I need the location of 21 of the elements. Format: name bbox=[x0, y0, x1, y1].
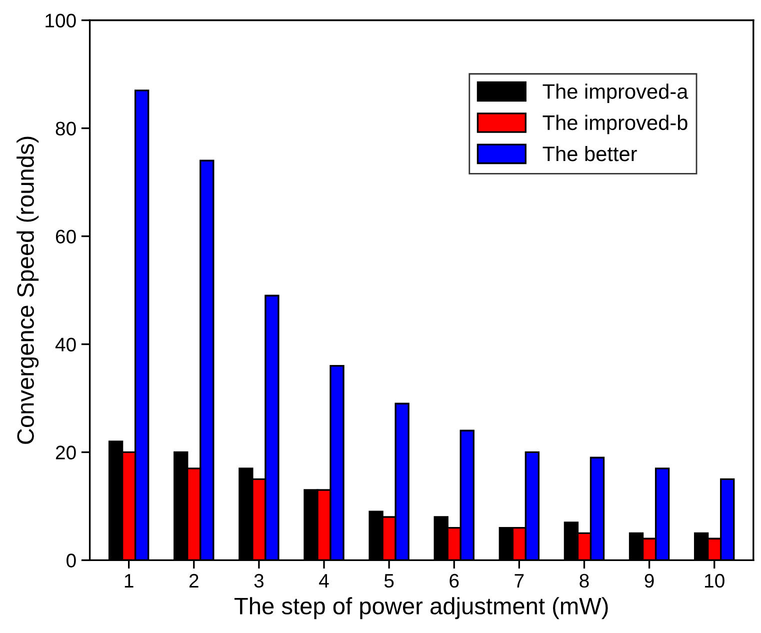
x-tick-label: 4 bbox=[319, 574, 329, 588]
legend-label: The better bbox=[542, 146, 637, 162]
x-axis-title: The step of power adjustment (mW) bbox=[234, 597, 608, 620]
y-tick-label: 20 bbox=[56, 446, 76, 460]
x-tick-label: 10 bbox=[705, 574, 724, 588]
y-tick-label: 0 bbox=[66, 554, 76, 568]
x-tick-label: 5 bbox=[384, 574, 394, 588]
x-tick-label: 7 bbox=[514, 574, 524, 588]
y-tick-label: 100 bbox=[46, 14, 76, 28]
x-tick-label: 6 bbox=[450, 574, 459, 588]
x-tick-label: 2 bbox=[189, 574, 198, 588]
y-tick-label: 80 bbox=[56, 122, 76, 136]
y-axis-title: Convergence Speed (rounds) bbox=[16, 136, 39, 444]
legend-label: The improved-b bbox=[542, 114, 688, 134]
x-tick-label: 9 bbox=[644, 574, 654, 588]
legend-label: The improved-a bbox=[542, 84, 688, 103]
x-tick-label: 1 bbox=[124, 574, 134, 588]
x-tick-label: 8 bbox=[580, 574, 589, 588]
y-tick-label: 60 bbox=[56, 230, 76, 244]
x-tick-label: 3 bbox=[254, 574, 264, 588]
y-tick-label: 40 bbox=[55, 338, 76, 352]
